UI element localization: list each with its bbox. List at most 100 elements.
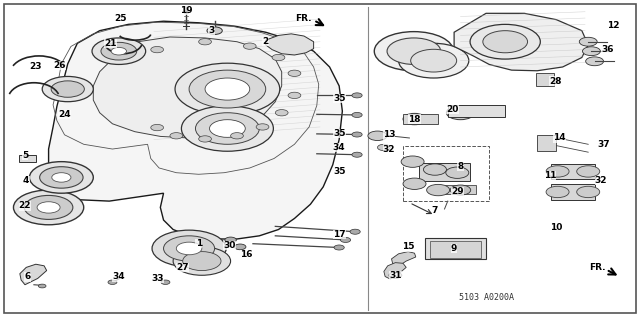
Circle shape [411,49,457,72]
Text: 21: 21 [104,39,116,48]
Circle shape [427,184,450,196]
Text: 9: 9 [451,244,458,253]
Bar [445,185,476,194]
Text: 18: 18 [408,114,420,124]
Circle shape [37,202,60,213]
Circle shape [288,70,301,76]
Text: 22: 22 [19,201,31,210]
Circle shape [352,93,362,98]
Text: 35: 35 [333,94,346,103]
Circle shape [198,39,211,45]
Bar [551,164,595,179]
Text: 17: 17 [333,230,346,239]
Circle shape [288,92,301,99]
Circle shape [546,166,569,177]
Circle shape [152,230,226,267]
Circle shape [352,113,362,118]
Bar [430,241,481,258]
Text: FR.: FR. [589,263,605,272]
Circle shape [24,195,73,219]
Text: 31: 31 [389,271,402,280]
Text: 10: 10 [550,223,563,232]
Text: 16: 16 [240,250,253,259]
Circle shape [151,124,164,131]
Text: 14: 14 [553,133,566,142]
Polygon shape [392,252,416,267]
Circle shape [272,54,285,61]
Circle shape [243,43,256,49]
Circle shape [209,120,245,137]
Text: 26: 26 [53,61,66,70]
Text: FR.: FR. [295,14,312,23]
Circle shape [164,236,214,261]
Circle shape [275,110,288,116]
Circle shape [424,164,447,175]
Text: 34: 34 [333,143,346,152]
Text: 25: 25 [115,14,127,23]
Text: 5103 A0200A: 5103 A0200A [458,293,513,302]
Circle shape [205,78,250,100]
Circle shape [234,244,246,250]
Circle shape [230,133,243,139]
Circle shape [579,37,597,46]
Text: 1: 1 [196,239,202,248]
Circle shape [378,144,390,151]
Text: 13: 13 [383,130,396,139]
Polygon shape [384,263,406,279]
Circle shape [387,38,441,64]
Circle shape [352,152,362,157]
Circle shape [577,186,600,197]
Text: 27: 27 [177,263,189,272]
Polygon shape [93,37,282,138]
Circle shape [399,43,468,78]
Circle shape [173,247,230,275]
Text: 6: 6 [24,272,31,281]
Text: 2: 2 [262,37,269,46]
Circle shape [38,284,46,288]
Text: 23: 23 [29,62,42,71]
Bar [403,114,438,124]
Polygon shape [454,13,588,71]
Text: 19: 19 [180,6,192,15]
Text: 34: 34 [113,272,125,281]
Circle shape [176,242,202,255]
Circle shape [546,186,569,197]
Bar [419,163,470,181]
Text: 24: 24 [58,110,71,119]
Text: 29: 29 [451,187,463,196]
Bar [537,135,556,151]
Text: 30: 30 [223,241,236,250]
Circle shape [92,38,146,64]
Circle shape [470,24,540,59]
Bar [426,238,486,260]
Bar [536,73,554,86]
Circle shape [51,81,84,97]
Circle shape [350,229,360,234]
Text: 7: 7 [432,206,438,215]
Circle shape [161,280,170,284]
Bar [448,105,505,118]
Text: 33: 33 [151,274,163,283]
Circle shape [225,237,236,243]
Circle shape [403,178,426,190]
Circle shape [111,48,127,55]
Text: 20: 20 [447,105,459,114]
Text: 8: 8 [458,162,463,171]
Polygon shape [20,264,47,285]
Text: 5: 5 [22,151,28,160]
Polygon shape [49,21,342,239]
Text: 11: 11 [543,171,556,180]
Text: 4: 4 [23,176,29,185]
Circle shape [389,272,402,278]
Bar [403,146,489,201]
Circle shape [334,245,344,250]
Circle shape [189,70,266,108]
Circle shape [352,132,362,137]
Circle shape [401,156,424,167]
Text: 32: 32 [595,176,607,185]
Circle shape [29,162,93,193]
Circle shape [340,237,351,243]
Circle shape [256,124,269,130]
Text: 36: 36 [601,45,614,54]
Circle shape [446,167,468,178]
